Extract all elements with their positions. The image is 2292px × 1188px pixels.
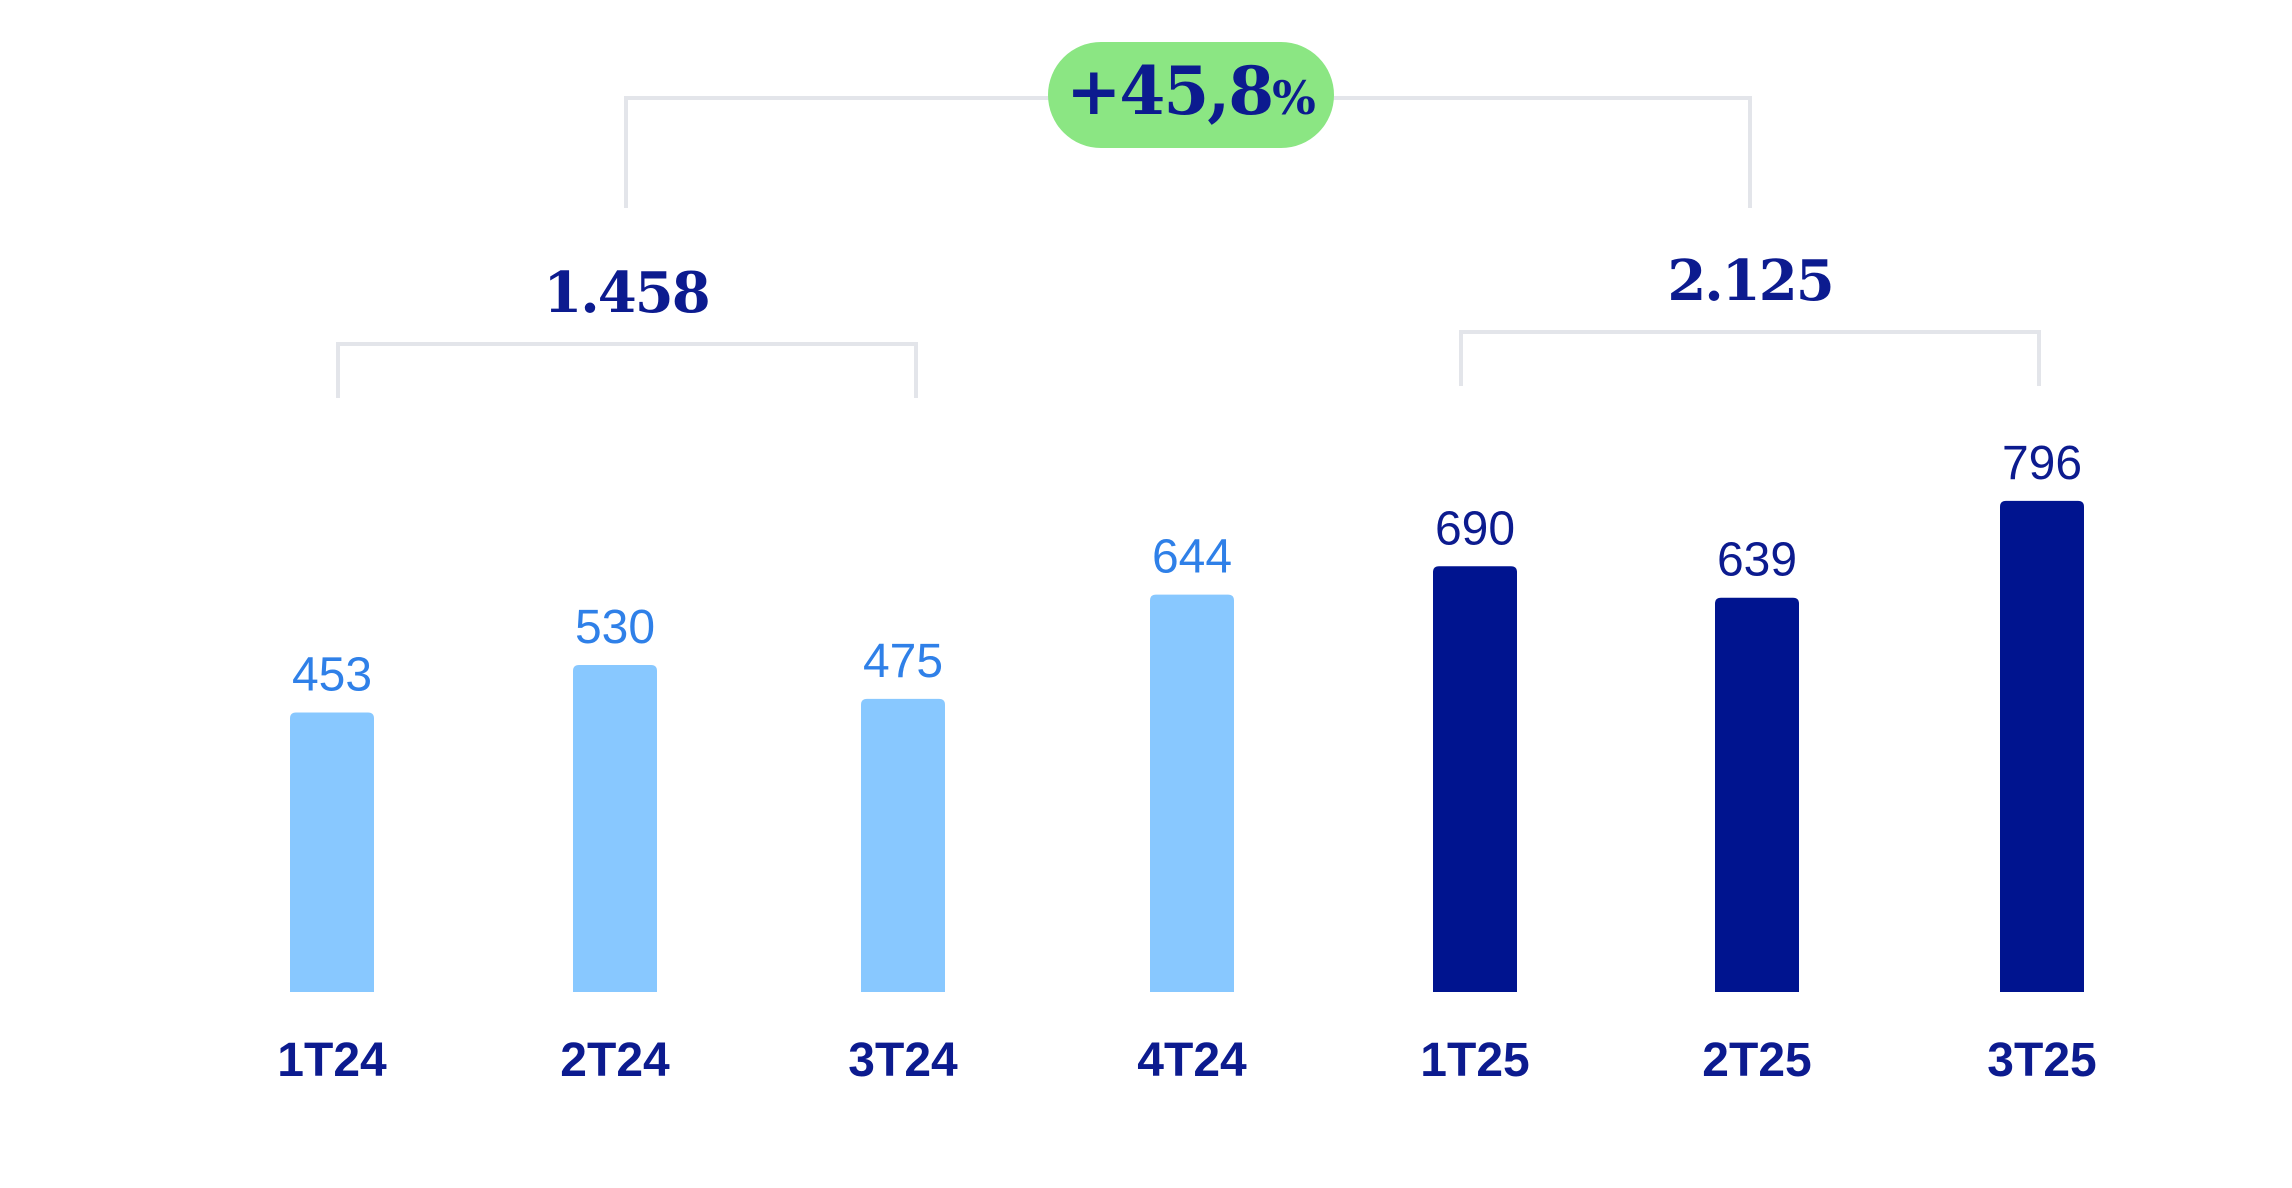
growth-value: +45,8% <box>1066 52 1316 130</box>
value-label-2T25: 639 <box>1717 534 1797 587</box>
value-label-3T24: 475 <box>863 635 943 688</box>
value-label-4T24: 644 <box>1152 531 1232 584</box>
bar-4T24 <box>1150 594 1234 992</box>
bar-3T24 <box>861 698 945 992</box>
bars-layer: 453 1T24 530 2T24 475 3T24 644 4T24 690 1T25 639 2T… <box>277 437 2096 1087</box>
group-total-2025: 2.125 <box>1667 248 1832 314</box>
group-bracket-2024 <box>336 342 918 398</box>
category-label-2T25: 2T25 <box>1702 1034 1811 1087</box>
category-label-3T24: 3T24 <box>848 1034 958 1087</box>
category-label-3T25: 3T25 <box>1987 1034 2096 1087</box>
bar-3T25 <box>2000 500 2084 992</box>
value-label-1T24: 453 <box>292 648 372 701</box>
category-label-1T24: 1T24 <box>277 1034 387 1087</box>
bar-1T24 <box>290 712 374 992</box>
bar-1T25 <box>1433 566 1517 992</box>
value-label-1T25: 690 <box>1435 502 1515 555</box>
growth-badge: +45,8% <box>1048 42 1334 148</box>
category-label-2T24: 2T24 <box>560 1034 670 1087</box>
bar-2T25 <box>1715 597 1799 992</box>
group-bracket-2025 <box>1459 330 2041 386</box>
value-label-2T24: 530 <box>575 601 655 654</box>
group-total-2024: 1.458 <box>543 260 708 326</box>
value-label-3T25: 796 <box>2002 437 2082 490</box>
growth-pill <box>1048 42 1334 148</box>
category-label-1T25: 1T25 <box>1420 1034 1529 1087</box>
bar-2T24 <box>573 664 657 992</box>
category-label-4T24: 4T24 <box>1137 1034 1247 1087</box>
growth-bracket <box>624 96 1752 208</box>
